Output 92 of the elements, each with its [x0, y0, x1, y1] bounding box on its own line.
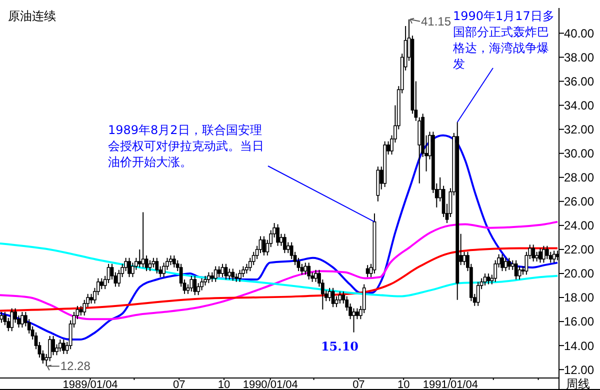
- candlestick: [90, 293, 93, 304]
- annotation: 1990年1月17日多国部分正式轰炸巴格达，海湾战争爆发: [452, 9, 554, 71]
- candlestick: [542, 245, 546, 264]
- candlestick: [276, 224, 280, 246]
- candlestick: [500, 254, 504, 272]
- annotation: 15.10: [320, 339, 359, 354]
- annotation: 1989年8月2日，联合国安理会授权可对伊拉克动武。当日油价开始大涨。: [108, 123, 264, 169]
- candlestick: [79, 305, 83, 316]
- candlestick: [352, 308, 356, 333]
- candlestick: [366, 264, 370, 278]
- y-tick-label: 32.00: [564, 122, 594, 137]
- candlestick: [331, 287, 335, 308]
- line-series: [0, 247, 559, 312]
- candlestick: [52, 335, 55, 356]
- x-tick-label: 10: [218, 379, 230, 390]
- candlestick: [214, 266, 218, 282]
- y-tick-label: 28.00: [564, 170, 594, 185]
- candlestick: [307, 262, 311, 280]
- candlestick: [552, 250, 556, 264]
- y-tick-label: 40.00: [564, 26, 594, 40]
- candlestick: [131, 262, 134, 278]
- candlestick: [518, 266, 522, 280]
- candlestick: [504, 257, 508, 272]
- chart-title: 原油连续: [8, 9, 56, 23]
- x-tick-label: 10: [397, 379, 410, 390]
- candlestick: [128, 257, 131, 278]
- candlestick: [48, 335, 52, 362]
- candlestick: [148, 260, 152, 272]
- y-tick-label: 30.00: [564, 146, 594, 161]
- annotation: 41.15: [421, 14, 452, 28]
- candlestick: [238, 269, 242, 282]
- y-tick-label: 18.00: [564, 290, 594, 305]
- candlestick: [535, 251, 538, 262]
- candlestick: [507, 257, 511, 270]
- x-tick-label: 1990/01/04: [242, 379, 298, 390]
- candlestick: [532, 244, 536, 262]
- x-tick-label: 07: [352, 379, 365, 390]
- y-tick-label: 22.00: [564, 242, 594, 257]
- candlestick: [210, 272, 214, 282]
- candlestick: [190, 275, 194, 292]
- candlestick: [10, 308, 14, 332]
- candlestick: [228, 268, 232, 280]
- candlestick: [217, 266, 221, 278]
- line-series: [0, 242, 559, 298]
- x-tick-label: 1991/01/04: [422, 379, 478, 390]
- candlestick: [314, 269, 318, 282]
- text: 周线: [566, 377, 590, 390]
- candlestick: [200, 278, 204, 291]
- y-tick-label: 12.00: [564, 362, 594, 377]
- y-tick-label: 36.00: [564, 74, 594, 88]
- candlestick: [152, 257, 156, 268]
- candlestick: [242, 266, 245, 278]
- candlestick: [224, 263, 228, 280]
- candlestick: [220, 263, 224, 278]
- candlestick: [162, 262, 166, 278]
- candlestick: [141, 212, 145, 268]
- y-tick-label: 20.00: [564, 266, 594, 281]
- candlestick: [62, 339, 66, 354]
- candlestick: [172, 254, 176, 268]
- candlestick: [356, 308, 359, 320]
- candlestick: [231, 268, 235, 282]
- candlestick: [545, 245, 549, 260]
- candlestick: [262, 236, 266, 256]
- y-tick-label: 24.00: [564, 218, 594, 233]
- candlestick: [0, 311, 4, 324]
- candlestick: [328, 287, 332, 302]
- y-tick-label: 38.00: [564, 50, 594, 64]
- candlestick: [483, 272, 487, 286]
- candlestick: [169, 254, 172, 266]
- y-tick-label: 34.00: [564, 98, 594, 113]
- candlestick: [193, 275, 197, 296]
- candlestick: [58, 339, 62, 352]
- candlestick: [20, 311, 24, 328]
- candlestick: [538, 248, 542, 264]
- candlestick: [486, 272, 490, 285]
- x-tick-label: 07: [172, 379, 186, 390]
- x-tick-label: 1989/01/04: [62, 379, 118, 390]
- candlestick: [155, 257, 159, 274]
- candlestick: [476, 281, 480, 306]
- candlestick: [514, 260, 518, 280]
- candlestick: [100, 278, 104, 290]
- y-tick-label: 14.00: [564, 338, 594, 353]
- annotation: 12.28: [60, 359, 91, 374]
- y-tick-label: 26.00: [564, 194, 594, 209]
- candlestick: [282, 233, 286, 254]
- candlestick: [138, 248, 142, 268]
- candlestick: [196, 282, 200, 296]
- y-tick-label: 16.00: [564, 314, 594, 329]
- candlestick: [338, 291, 342, 304]
- candlestick: [462, 251, 466, 266]
- candlestick: [207, 272, 210, 284]
- candlestick: [304, 262, 308, 276]
